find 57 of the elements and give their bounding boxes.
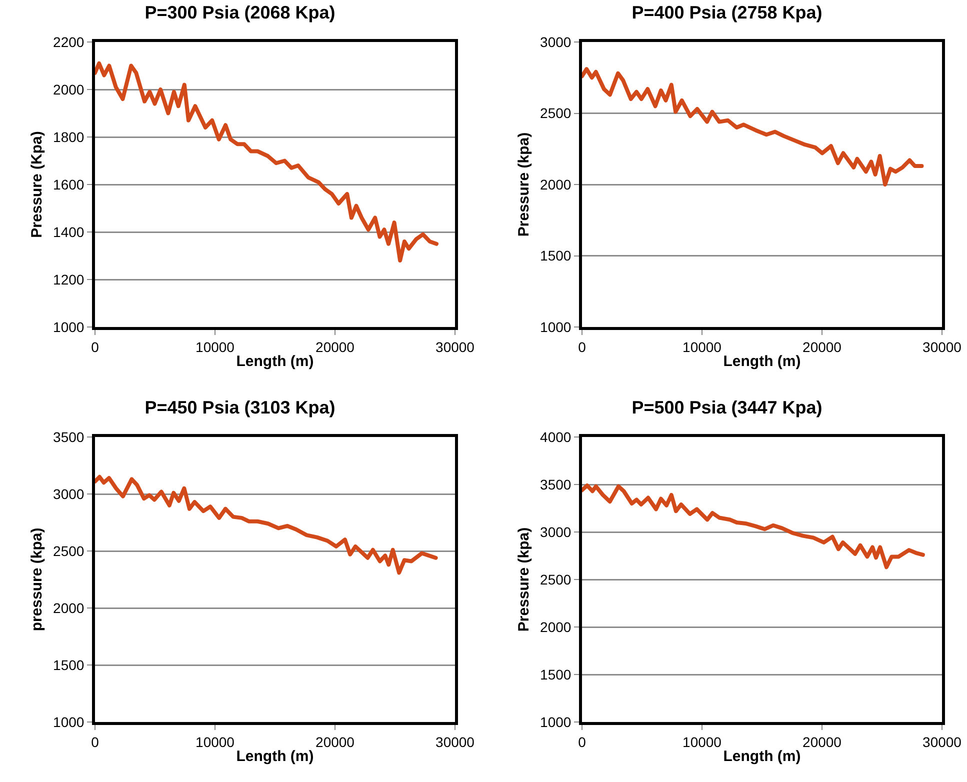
x-tick-label: 10000 [682, 734, 722, 750]
x-tick-label: 10000 [196, 734, 235, 750]
x-tick-label: 20000 [316, 734, 355, 750]
y-tick-label: 1000 [540, 714, 572, 730]
y-tick-label: 2000 [53, 81, 84, 98]
line-series [582, 483, 925, 570]
x-tick-label: 0 [91, 338, 100, 355]
y-tick-label: 1500 [540, 666, 572, 682]
y-tick-label: 3000 [540, 524, 572, 540]
y-tick-label: 1000 [53, 318, 84, 335]
x-axis-title: Length (m) [236, 748, 314, 765]
x-axis-title: Length (m) [236, 352, 314, 370]
y-tick-label: 1600 [53, 176, 84, 192]
y-tick-label: 2000 [540, 618, 572, 635]
y-tick-label: 3500 [540, 476, 572, 492]
x-tick-label: 30000 [436, 338, 475, 355]
y-tick-label: 3000 [53, 486, 84, 502]
x-tick-label: 0 [578, 734, 586, 750]
y-axis-title: Pressure (kpa) [515, 527, 532, 632]
x-tick-label: 30000 [436, 734, 475, 750]
y-tick-label: 2000 [540, 176, 572, 192]
y-tick-label: 1800 [53, 128, 84, 145]
line-series [582, 67, 924, 186]
y-tick-label: 2200 [53, 34, 84, 50]
chart-title: P=300 Psia (2068 Kpa) [144, 2, 336, 22]
x-tick-label: 10000 [196, 338, 235, 355]
y-tick-label: 1400 [53, 224, 84, 240]
x-tick-label: 20000 [802, 734, 842, 750]
y-tick-label: 1000 [540, 318, 572, 335]
x-tick-label: 0 [578, 338, 586, 355]
y-axis-title: Pressure (Kpa) [28, 131, 46, 238]
y-tick-label: 3500 [53, 428, 84, 445]
y-axis-title: pressure (kpa) [28, 528, 46, 632]
y-tick-label: 1000 [53, 714, 84, 730]
y-tick-label: 2000 [53, 600, 84, 616]
x-tick-label: 20000 [316, 338, 355, 355]
x-axis-title: Length (m) [723, 352, 801, 370]
chart-title: P=500 Psia (3447 Kpa) [632, 397, 822, 418]
line-series [95, 474, 438, 575]
chart-title: P=400 Psia (2758 Kpa) [632, 2, 822, 22]
x-tick-label: 0 [91, 734, 100, 750]
x-axis-title: Length (m) [723, 748, 801, 765]
x-tick-label: 20000 [802, 338, 842, 355]
y-tick-label: 3000 [540, 34, 572, 50]
x-tick-label: 10000 [682, 338, 722, 355]
y-tick-label: 1500 [540, 248, 572, 264]
y-tick-label: 1200 [53, 271, 84, 288]
y-axis-title: Pressure (kpa) [515, 132, 532, 237]
y-tick-label: 4000 [540, 428, 572, 445]
x-tick-label: 30000 [922, 734, 962, 750]
y-tick-label: 2500 [540, 105, 572, 122]
line-series [95, 61, 439, 262]
y-tick-label: 1500 [53, 656, 84, 673]
x-tick-label: 30000 [922, 338, 962, 355]
y-tick-label: 2500 [53, 542, 84, 559]
y-tick-label: 2500 [540, 571, 572, 588]
chart-title: P=450 Psia (3103 Kpa) [144, 397, 336, 418]
